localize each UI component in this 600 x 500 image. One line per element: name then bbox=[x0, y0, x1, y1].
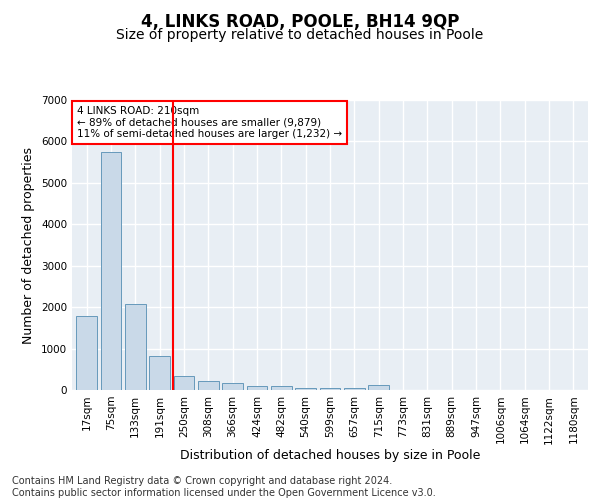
Bar bbox=[368, 386, 389, 390]
Text: 4 LINKS ROAD: 210sqm
← 89% of detached houses are smaller (9,879)
11% of semi-de: 4 LINKS ROAD: 210sqm ← 89% of detached h… bbox=[77, 106, 342, 139]
Y-axis label: Number of detached properties: Number of detached properties bbox=[22, 146, 35, 344]
Text: Size of property relative to detached houses in Poole: Size of property relative to detached ho… bbox=[116, 28, 484, 42]
Bar bbox=[173, 376, 194, 390]
Bar bbox=[198, 382, 218, 390]
Bar bbox=[320, 388, 340, 390]
Bar bbox=[76, 316, 97, 390]
Bar bbox=[344, 388, 365, 390]
Text: Contains HM Land Registry data © Crown copyright and database right 2024.
Contai: Contains HM Land Registry data © Crown c… bbox=[12, 476, 436, 498]
Bar bbox=[149, 356, 170, 390]
Bar bbox=[295, 388, 316, 390]
Bar bbox=[247, 386, 268, 390]
X-axis label: Distribution of detached houses by size in Poole: Distribution of detached houses by size … bbox=[180, 449, 480, 462]
Bar bbox=[101, 152, 121, 390]
Bar bbox=[222, 384, 243, 390]
Bar bbox=[125, 304, 146, 390]
Text: 4, LINKS ROAD, POOLE, BH14 9QP: 4, LINKS ROAD, POOLE, BH14 9QP bbox=[141, 12, 459, 30]
Bar bbox=[271, 386, 292, 390]
